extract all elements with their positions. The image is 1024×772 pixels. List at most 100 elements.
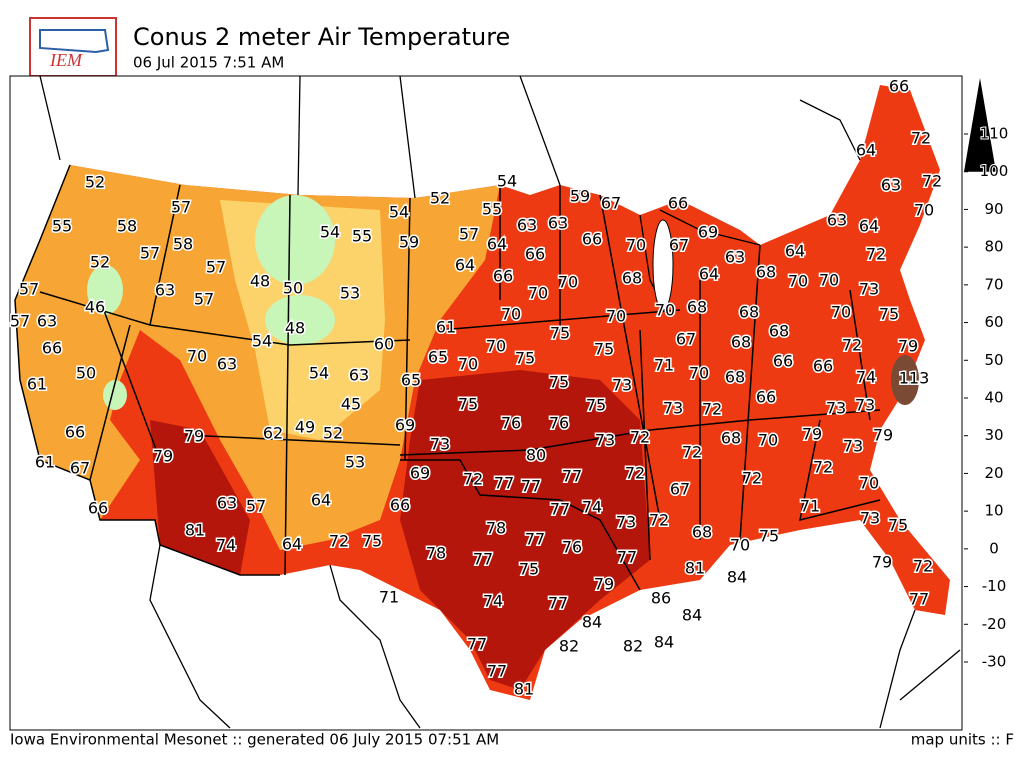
hot-zone-sw	[150, 420, 250, 575]
colorbar-label: 0	[989, 539, 999, 557]
station-value: 68	[721, 429, 741, 448]
station-value: 68	[687, 298, 707, 317]
station-value: 72	[463, 470, 483, 489]
station-value: 82	[559, 637, 579, 656]
station-value: 73	[663, 399, 683, 418]
hot-zone	[400, 370, 650, 690]
station-value: 72	[913, 557, 933, 576]
colorbar-label: 40	[984, 389, 1003, 407]
station-value: 75	[594, 340, 614, 359]
station-value: 81	[185, 521, 205, 540]
station-value: 72	[866, 245, 886, 264]
station-value: 75	[362, 532, 382, 551]
colorbar-label: 20	[984, 464, 1003, 482]
station-value: 67	[676, 330, 696, 349]
station-value: 55	[482, 200, 502, 219]
station-value: 55	[52, 217, 72, 236]
station-value: 57	[246, 497, 266, 516]
station-value: 72	[630, 428, 650, 447]
station-value: 74	[483, 592, 503, 611]
station-value: 70	[626, 236, 646, 255]
station-value: 70	[486, 337, 506, 356]
station-value: 70	[859, 474, 879, 493]
station-value: 78	[486, 519, 506, 538]
station-value: 79	[898, 337, 918, 356]
station-value: 61	[27, 375, 47, 394]
state-lines	[14, 164, 881, 591]
lake	[652, 219, 674, 311]
station-value: 68	[622, 269, 642, 288]
station-value: 61	[35, 453, 55, 472]
station-value: 84	[582, 613, 602, 632]
station-value: 64	[785, 242, 805, 261]
footer-left: Iowa Environmental Mesonet :: generated …	[10, 731, 499, 749]
colorbar-arrow	[964, 78, 996, 172]
station-value: 64	[699, 265, 719, 284]
station-value: 73	[430, 435, 450, 454]
colorbar-label: -20	[982, 615, 1007, 633]
station-value: 75	[550, 324, 570, 343]
station-value: 63	[37, 312, 57, 331]
station-value: 74	[216, 536, 236, 555]
station-value: 53	[340, 284, 360, 303]
logo-text: IEM	[49, 50, 83, 70]
station-value: 71	[379, 588, 399, 607]
station-value: 70	[730, 536, 750, 555]
station-value: 84	[682, 606, 702, 625]
station-value: 72	[842, 336, 862, 355]
station-value: 70	[831, 303, 851, 322]
station-value: 72	[682, 443, 702, 462]
station-value: 79	[594, 575, 614, 594]
station-value: 77	[548, 594, 568, 613]
station-value: 64	[487, 235, 507, 254]
station-value: 69	[698, 223, 718, 242]
station-value: 75	[586, 396, 606, 415]
station-value: 48	[285, 319, 305, 338]
station-value: 61	[436, 318, 456, 337]
station-value: 77	[473, 550, 493, 569]
station-value: 57	[10, 312, 30, 331]
station-value: 70	[558, 273, 578, 292]
station-value: 67	[669, 236, 689, 255]
station-value: 75	[888, 516, 908, 535]
station-value: 62	[263, 424, 283, 443]
station-value: 63	[217, 355, 237, 374]
station-value: 57	[140, 244, 160, 263]
station-value: 57	[194, 290, 214, 309]
subtitle: 06 Jul 2015 7:51 AM	[133, 54, 284, 72]
station-value: 66	[582, 230, 602, 249]
station-value: 76	[549, 414, 569, 433]
station-value: 70	[914, 201, 934, 220]
station-value: 69	[395, 416, 415, 435]
station-value: 76	[501, 414, 521, 433]
station-value: 63	[725, 248, 745, 267]
station-value: 69	[410, 464, 430, 483]
station-value: 72	[813, 458, 833, 477]
colorbar-label: 30	[984, 426, 1003, 444]
station-value: 64	[282, 535, 302, 554]
station-value: 52	[323, 424, 343, 443]
station-value: 84	[654, 633, 674, 652]
station-value: 66	[65, 423, 85, 442]
station-value: 81	[514, 680, 534, 699]
station-value: 67	[601, 194, 621, 213]
station-value: 75	[549, 373, 569, 392]
station-value: 75	[879, 305, 899, 324]
hot-coast	[891, 355, 919, 405]
station-value: 63	[217, 494, 237, 513]
station-value: 66	[889, 77, 909, 96]
colorbar-label: 100	[980, 162, 1009, 180]
station-value: 77	[494, 474, 514, 493]
coastline	[39, 75, 961, 729]
cool-zone	[265, 295, 335, 345]
station-value: 75	[519, 560, 539, 579]
station-value: 59	[399, 233, 419, 252]
station-value: 54	[309, 364, 329, 383]
station-value: 45	[341, 395, 361, 414]
station-value: 66	[88, 499, 108, 518]
station-value: 63	[548, 214, 568, 233]
station-value: 74	[582, 498, 602, 517]
station-value: 70	[458, 355, 478, 374]
station-value: 52	[430, 189, 450, 208]
